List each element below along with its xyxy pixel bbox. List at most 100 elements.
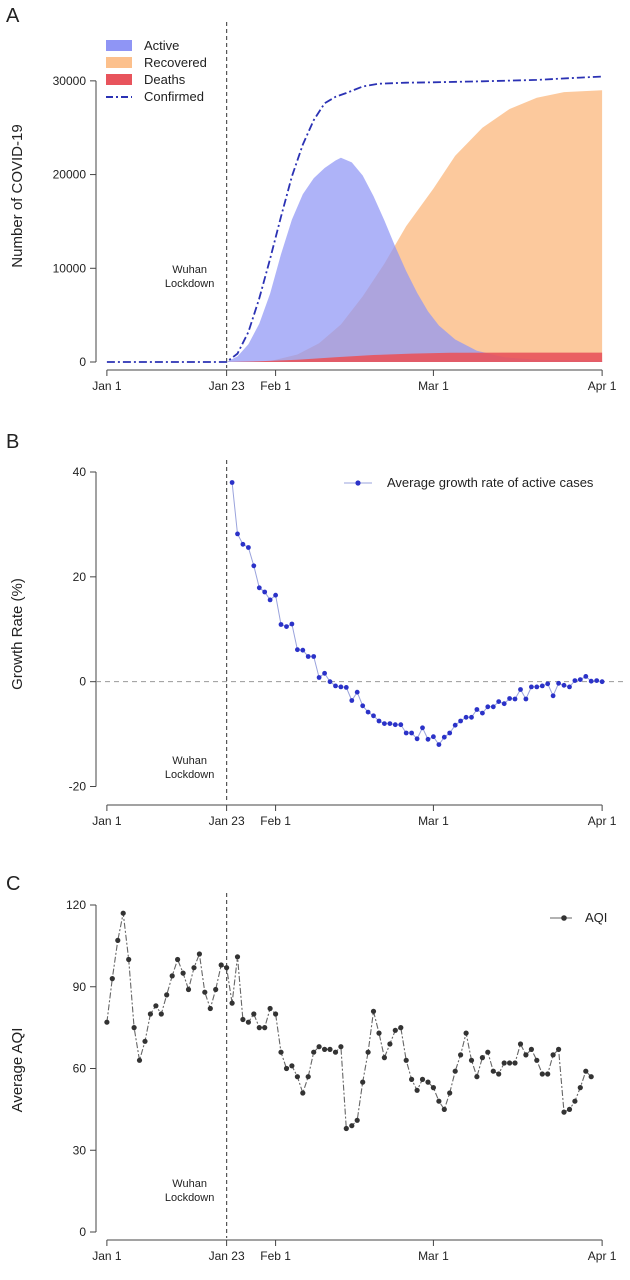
- data-point: [349, 1123, 355, 1129]
- data-point: [392, 722, 398, 728]
- data-point: [284, 624, 289, 629]
- panel-b-legend: Average growth rate of active cases: [344, 475, 594, 490]
- legend-label-growth: Average growth rate of active cases: [387, 475, 594, 490]
- data-point: [354, 689, 360, 695]
- y-tick-label: 60: [73, 1062, 87, 1076]
- data-point: [240, 541, 246, 547]
- data-point: [463, 714, 469, 720]
- data-point: [458, 1052, 464, 1058]
- data-point: [218, 962, 224, 968]
- x-tick-label: Feb 1: [260, 1249, 291, 1263]
- panel-c-letter: C: [6, 873, 20, 895]
- y-tick-label: 20000: [53, 168, 87, 182]
- data-point: [327, 1046, 333, 1052]
- data-point: [202, 989, 208, 995]
- data-point: [246, 545, 251, 550]
- data-point: [185, 986, 192, 993]
- data-point: [289, 621, 295, 627]
- data-point: [436, 742, 442, 747]
- x-tick-label: Apr 1: [588, 1249, 617, 1263]
- y-tick-label: 90: [73, 980, 87, 994]
- data-point: [507, 696, 512, 701]
- data-point: [311, 654, 317, 659]
- data-point: [365, 709, 371, 715]
- data-point: [289, 1063, 295, 1069]
- legend-label-recovered: Recovered: [144, 55, 207, 70]
- panel-c-annotation-line1: Wuhan: [172, 1178, 207, 1190]
- data-point: [273, 1011, 279, 1017]
- x-tick-label: Jan 23: [209, 1249, 245, 1263]
- data-point: [262, 1025, 268, 1031]
- panel-a-annotation-line1: Wuhan: [172, 264, 207, 276]
- data-point: [343, 1125, 349, 1132]
- data-point: [381, 1055, 387, 1061]
- data-point: [518, 687, 523, 692]
- data-point: [490, 704, 496, 710]
- data-point: [474, 1074, 480, 1080]
- data-point: [196, 951, 202, 957]
- y-tick-label: 20: [73, 570, 87, 584]
- data-point: [278, 1049, 284, 1055]
- data-point: [556, 1046, 562, 1052]
- panel-a-letter: A: [6, 5, 20, 27]
- data-point: [469, 714, 474, 720]
- data-point: [409, 730, 414, 736]
- area-deaths: [106, 352, 603, 362]
- x-tick-label: Feb 1: [260, 379, 291, 393]
- y-tick-label: 0: [79, 355, 86, 369]
- y-tick-label: -20: [69, 780, 87, 794]
- panel-b-annotation-line1: Wuhan: [172, 755, 207, 767]
- data-point: [529, 684, 534, 690]
- data-point: [534, 684, 540, 690]
- data-point: [213, 986, 219, 993]
- series-line: [106, 913, 592, 1130]
- data-point: [583, 674, 589, 679]
- line-confirmed: [106, 75, 603, 363]
- data-point: [224, 965, 230, 971]
- y-tick-label: 30000: [53, 74, 87, 88]
- data-point: [599, 679, 605, 685]
- data-point: [545, 681, 551, 687]
- data-point: [474, 707, 480, 712]
- legend-swatch-recovered: [106, 57, 132, 68]
- data-point: [523, 1052, 529, 1058]
- panel-a-legend: Active Recovered Deaths Confirmed: [106, 38, 207, 104]
- data-point: [300, 647, 306, 653]
- legend-label-active: Active: [144, 38, 179, 53]
- legend-marker-growth: [355, 480, 361, 486]
- data-point: [104, 1019, 110, 1025]
- data-point: [382, 721, 387, 726]
- data-point: [392, 1027, 398, 1033]
- x-tick-label: Mar 1: [418, 379, 449, 393]
- data-point: [305, 654, 311, 659]
- data-point: [126, 956, 132, 963]
- data-point: [480, 710, 485, 716]
- legend-swatch-deaths: [106, 74, 132, 85]
- data-point: [229, 1000, 235, 1006]
- data-point: [322, 1046, 328, 1052]
- data-point: [251, 563, 257, 569]
- data-point: [414, 736, 420, 742]
- data-point: [452, 722, 458, 728]
- data-point: [343, 685, 349, 690]
- x-tick-label: Apr 1: [588, 814, 617, 828]
- data-point: [436, 1098, 442, 1104]
- data-point: [430, 1085, 436, 1091]
- data-point: [583, 1068, 589, 1074]
- data-point: [262, 589, 268, 595]
- panel-b-letter: B: [6, 431, 19, 453]
- data-point: [556, 680, 561, 686]
- area-recovered: [106, 90, 603, 362]
- data-point: [387, 1041, 393, 1047]
- data-point: [452, 1068, 458, 1074]
- data-point: [371, 713, 376, 719]
- data-point: [507, 1060, 513, 1066]
- data-point: [539, 1071, 545, 1077]
- y-tick-label: 120: [66, 898, 86, 912]
- data-point: [403, 730, 409, 736]
- data-point: [419, 1076, 426, 1082]
- data-point: [267, 597, 273, 603]
- data-point: [468, 1057, 475, 1063]
- data-point: [566, 1106, 573, 1112]
- panel-c-ylabel: Average AQI: [9, 1028, 26, 1113]
